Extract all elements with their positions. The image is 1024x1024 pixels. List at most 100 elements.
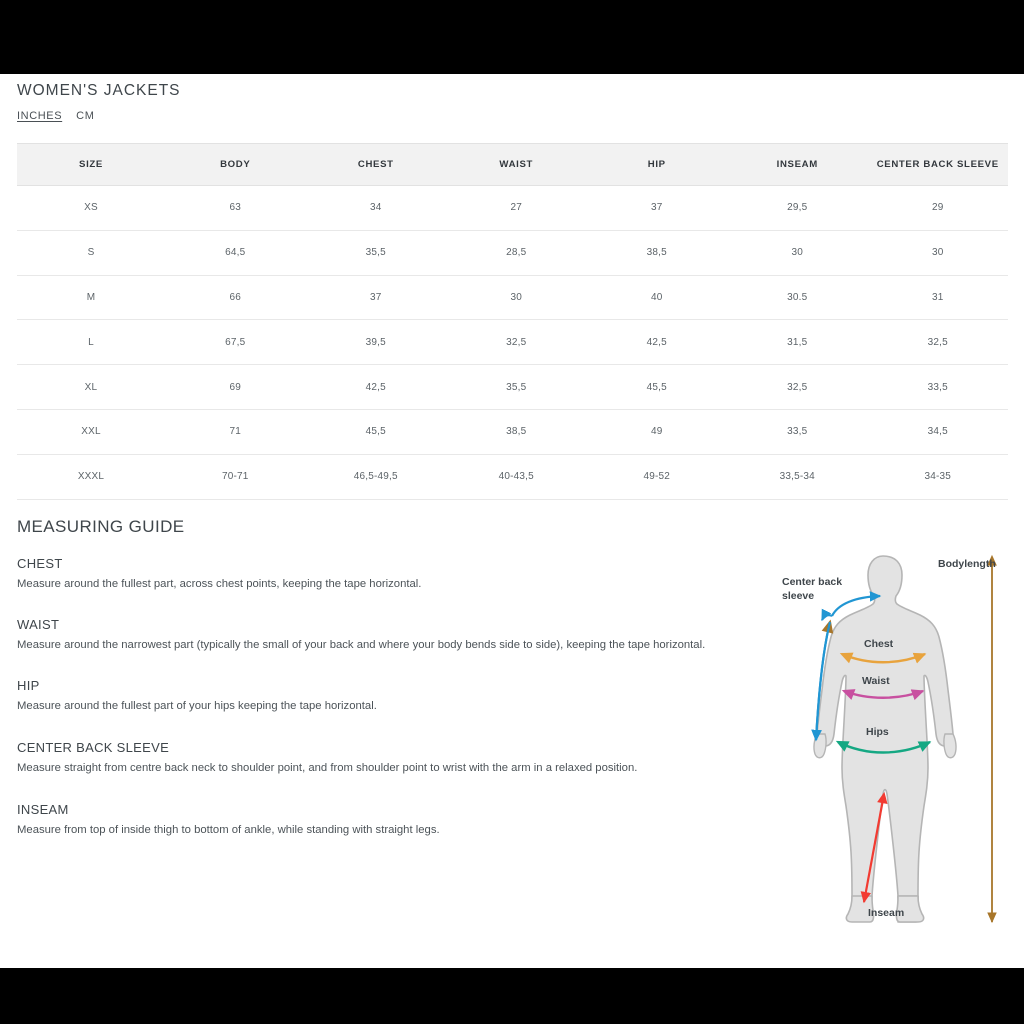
cell-body: 63 (165, 185, 306, 231)
cell-hip: 42,5 (586, 319, 727, 366)
cell-waist: 35,5 (446, 364, 587, 410)
chest-arrow-icon (839, 652, 927, 664)
column-header-waist: WAIST (446, 143, 587, 186)
guide-section-title: INSEAM (17, 802, 69, 817)
guide-section-title: WAIST (17, 617, 60, 632)
hips-label: Hips (866, 726, 889, 738)
waist-label: Waist (862, 675, 890, 687)
cell-waist: 27 (446, 185, 587, 231)
table-row: XXL 71 45,5 38,5 49 33,5 34,5 (17, 409, 1008, 455)
cell-waist: 28,5 (446, 230, 587, 276)
guide-section-waist: WAIST Measure around the narrowest part … (17, 617, 705, 653)
size-chart-table: SIZE BODY CHEST WAIST HIP INSEAM CENTER … (17, 143, 1008, 500)
guide-section-inseam: INSEAM Measure from top of inside thigh … (17, 802, 440, 838)
cell-chest: 42,5 (305, 364, 446, 410)
cell-hip: 49 (586, 409, 727, 455)
size-guide-page: WOMEN'S JACKETS INCHES CM SIZE BODY CHEST… (0, 74, 1024, 968)
guide-section-title: CHEST (17, 556, 63, 571)
center-back-sleeve-label-line2: sleeve (782, 590, 814, 602)
guide-section-text: Measure straight from centre back neck t… (17, 762, 638, 774)
guide-section-title: HIP (17, 678, 40, 693)
cell-body: 69 (165, 364, 306, 410)
cell-size: XL (17, 364, 165, 410)
cell-chest: 37 (305, 275, 446, 321)
cell-hip: 49-52 (586, 454, 727, 500)
table-row: S 64,5 35,5 28,5 38,5 30 30 (17, 230, 1008, 276)
cell-hip: 40 (586, 275, 727, 321)
cell-size: XXXL (17, 454, 165, 500)
cell-center-back-sleeve: 31 (867, 275, 1008, 321)
cell-size: XS (17, 185, 165, 231)
cell-size: L (17, 319, 165, 366)
cell-center-back-sleeve: 30 (867, 230, 1008, 276)
table-row: XS 63 34 27 37 29,5 29 (17, 185, 1008, 231)
cell-inseam: 33,5 (727, 409, 868, 455)
inseam-arrow-icon (860, 791, 888, 904)
cell-center-back-sleeve: 34-35 (867, 454, 1008, 500)
cell-body: 70-71 (165, 454, 306, 500)
cell-center-back-sleeve: 33,5 (867, 364, 1008, 410)
column-header-inseam: INSEAM (727, 143, 868, 186)
cell-center-back-sleeve: 34,5 (867, 409, 1008, 455)
guide-section-center-back-sleeve: CENTER BACK SLEEVE Measure straight from… (17, 740, 637, 776)
hips-arrow-icon (835, 740, 932, 754)
bodylength-label: Bodylength (938, 558, 996, 570)
center-back-sleeve-label-line1: Center back (782, 576, 842, 588)
column-header-chest: CHEST (305, 143, 446, 186)
cell-chest: 39,5 (305, 319, 446, 366)
guide-section-text: Measure around the narrowest part (typic… (17, 639, 706, 651)
guide-section-hip: HIP Measure around the fullest part of y… (17, 678, 377, 714)
table-header-row: SIZE BODY CHEST WAIST HIP INSEAM CENTER … (17, 143, 1008, 186)
unit-toggle: INCHES CM (17, 110, 108, 122)
table-row: M 66 37 30 40 30.5 31 (17, 275, 1008, 321)
cell-body: 66 (165, 275, 306, 321)
unit-toggle-inches[interactable]: INCHES (17, 110, 63, 122)
cell-waist: 32,5 (446, 319, 587, 366)
column-header-center-back-sleeve: CENTER BACK SLEEVE (867, 143, 1008, 186)
cell-waist: 40-43,5 (446, 454, 587, 500)
cell-chest: 46,5-49,5 (305, 454, 446, 500)
cell-chest: 35,5 (305, 230, 446, 276)
table-row: L 67,5 39,5 32,5 42,5 31,5 32,5 (17, 319, 1008, 366)
cell-inseam: 33,5-34 (727, 454, 868, 500)
inseam-label: Inseam (868, 907, 904, 919)
cell-size: XXL (17, 409, 165, 455)
body-measurement-diagram: Bodylength Center back sleeve Chest Wais… (780, 544, 1024, 954)
letterbox-top-bar (0, 0, 1024, 74)
column-header-hip: HIP (586, 143, 727, 186)
cell-inseam: 29,5 (727, 185, 868, 231)
guide-section-title: CENTER BACK SLEEVE (17, 740, 170, 755)
page-title: WOMEN'S JACKETS (17, 82, 181, 99)
cell-inseam: 30.5 (727, 275, 868, 321)
cell-center-back-sleeve: 29 (867, 185, 1008, 231)
cell-inseam: 32,5 (727, 364, 868, 410)
guide-section-text: Measure around the fullest part of your … (17, 700, 377, 712)
cell-hip: 45,5 (586, 364, 727, 410)
column-header-body: BODY (165, 143, 306, 186)
measuring-guide-heading: MEASURING GUIDE (17, 517, 185, 536)
column-header-size: SIZE (17, 143, 165, 186)
letterbox-bottom-bar (0, 968, 1024, 1024)
cell-inseam: 31,5 (727, 319, 868, 366)
cell-inseam: 30 (727, 230, 868, 276)
guide-section-chest: CHEST Measure around the fullest part, a… (17, 556, 421, 592)
unit-toggle-cm[interactable]: CM (76, 110, 95, 122)
cell-waist: 30 (446, 275, 587, 321)
cell-body: 67,5 (165, 319, 306, 366)
cell-hip: 38,5 (586, 230, 727, 276)
cell-waist: 38,5 (446, 409, 587, 455)
cell-size: M (17, 275, 165, 321)
waist-arrow-icon (841, 689, 925, 701)
guide-section-text: Measure around the fullest part, across … (17, 578, 422, 590)
center-back-sleeve-arrow-icon (811, 591, 882, 742)
table-row: XL 69 42,5 35,5 45,5 32,5 33,5 (17, 364, 1008, 410)
cell-size: S (17, 230, 165, 276)
chest-label: Chest (864, 638, 894, 650)
cell-hip: 37 (586, 185, 727, 231)
cell-chest: 45,5 (305, 409, 446, 455)
cell-chest: 34 (305, 185, 446, 231)
table-row: XXXL 70-71 46,5-49,5 40-43,5 49-52 33,5-… (17, 454, 1008, 500)
cell-body: 71 (165, 409, 306, 455)
guide-section-text: Measure from top of inside thigh to bott… (17, 824, 440, 836)
cell-center-back-sleeve: 32,5 (867, 319, 1008, 366)
